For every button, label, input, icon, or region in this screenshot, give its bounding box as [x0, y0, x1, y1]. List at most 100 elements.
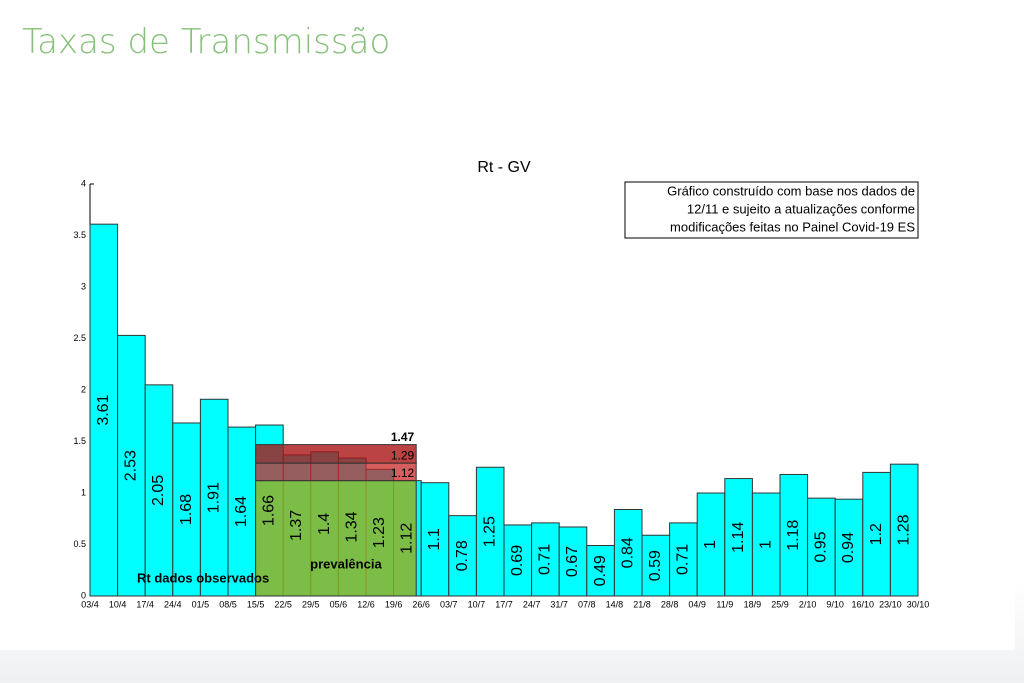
prevalence-band	[255, 444, 417, 464]
value-label: 1	[757, 540, 774, 549]
x-tick-label: 9/10	[826, 599, 844, 609]
bar	[751, 492, 781, 597]
bar	[420, 482, 450, 597]
bar	[807, 497, 836, 597]
bar	[503, 524, 533, 597]
value-label: 0.71	[675, 544, 692, 575]
x-tick-label: 29/5	[302, 599, 320, 609]
bar	[696, 492, 726, 597]
value-label: 1.28	[895, 514, 912, 545]
note-line: Gráfico construído com base nos dados de	[667, 183, 915, 198]
prevalence-label: prevalência	[310, 556, 382, 571]
bar	[172, 422, 201, 597]
x-tick-label: 14/8	[606, 599, 624, 609]
value-label: 2.05	[150, 475, 167, 506]
value-label: 0.95	[813, 531, 830, 562]
x-tick-label: 03/4	[81, 599, 99, 609]
bar	[724, 478, 753, 597]
level-label: 1.29	[391, 448, 415, 462]
prevalence-area	[255, 480, 417, 597]
value-label: 1.64	[233, 496, 250, 527]
level-label: 1.12	[391, 466, 415, 480]
y-tick-label: 3.5	[73, 230, 86, 240]
bar	[448, 515, 477, 597]
x-tick-label: 18/9	[744, 599, 762, 609]
x-tick-label: 24/4	[164, 599, 182, 609]
x-tick-label: 2/10	[799, 599, 817, 609]
x-tick-label: 31/7	[550, 599, 568, 609]
y-tick-label: 2	[81, 384, 86, 394]
value-label: 1.66	[261, 495, 278, 526]
value-label: 1.91	[205, 482, 222, 513]
value-label: 0.49	[592, 555, 609, 586]
bar	[531, 522, 560, 597]
y-tick-label: 2.5	[73, 333, 86, 343]
note-box	[624, 181, 919, 239]
x-tick-label: 26/6	[412, 599, 430, 609]
x-tick-label: 11/9	[716, 599, 733, 609]
x-tick-label: 30/10	[907, 599, 930, 609]
value-label: 0.78	[454, 540, 471, 571]
x-tick-label: 10/4	[109, 599, 127, 609]
value-label: 2.53	[123, 450, 140, 481]
y-tick-label: 3	[81, 281, 86, 291]
bar	[144, 384, 174, 597]
x-tick-label: 17/4	[136, 599, 154, 609]
value-label: 1.18	[785, 520, 802, 551]
value-label: 1.37	[288, 510, 305, 541]
x-tick-label: 19/6	[385, 599, 403, 609]
value-label: 1.25	[481, 516, 498, 547]
value-label: 1.2	[868, 523, 885, 545]
y-tick-label: 0.5	[73, 539, 86, 549]
x-tick-label: 28/8	[661, 599, 679, 609]
value-label: 0.67	[564, 546, 581, 577]
value-label: 0.84	[619, 537, 636, 568]
value-label: 1.12	[399, 523, 416, 554]
bar	[641, 534, 671, 597]
series-label: Rt dados observados	[137, 570, 269, 585]
value-label: 1.23	[371, 517, 388, 548]
bar	[889, 463, 919, 597]
value-label: 0.94	[840, 532, 857, 563]
y-tick-label: 0	[81, 590, 86, 600]
bar	[117, 334, 146, 597]
x-tick-label: 05/6	[330, 599, 348, 609]
x-tick-label: 12/6	[357, 599, 375, 609]
y-tick-label: 1.5	[73, 436, 86, 446]
x-tick-label: 04/9	[688, 599, 706, 609]
bar	[586, 545, 615, 597]
x-tick-label: 22/5	[274, 599, 292, 609]
value-label: 1	[702, 540, 719, 549]
note-line: 12/11 e sujeito a atualizações conforme	[687, 201, 915, 216]
bar	[558, 526, 588, 597]
value-label: 0.71	[537, 544, 554, 575]
y-tick-label: 1	[81, 487, 86, 497]
x-tick-label: 25/9	[771, 599, 789, 609]
x-tick-label: 01/5	[192, 599, 210, 609]
value-label: 1.34	[343, 511, 360, 542]
chart-title: Rt - GV	[477, 159, 531, 176]
x-tick-label: 21/8	[633, 599, 651, 609]
x-tick-label: 03/7	[440, 599, 458, 609]
x-tick-label: 24/7	[523, 599, 541, 609]
value-label: 0.59	[647, 550, 664, 581]
x-tick-label: 07/8	[578, 599, 596, 609]
bar	[227, 426, 257, 597]
value-label: 1.68	[178, 494, 195, 525]
value-label: 3.61	[95, 394, 112, 425]
value-label: 1.14	[730, 522, 747, 553]
x-tick-label: 15/5	[247, 599, 265, 609]
bar	[475, 466, 505, 597]
x-tick-label: 16/10	[852, 599, 875, 609]
slide-title: Taxas de Transmissão	[22, 22, 391, 62]
value-label: 1.1	[426, 528, 443, 550]
value-label: 1.4	[316, 513, 333, 535]
note-line: modificações feitas no Painel Covid-19 E…	[670, 219, 915, 234]
value-label: 0.69	[509, 545, 526, 576]
y-tick-label: 4	[81, 178, 86, 188]
bar	[89, 223, 119, 597]
x-tick-label: 23/10	[879, 599, 902, 609]
x-tick-label: 17/7	[495, 599, 513, 609]
